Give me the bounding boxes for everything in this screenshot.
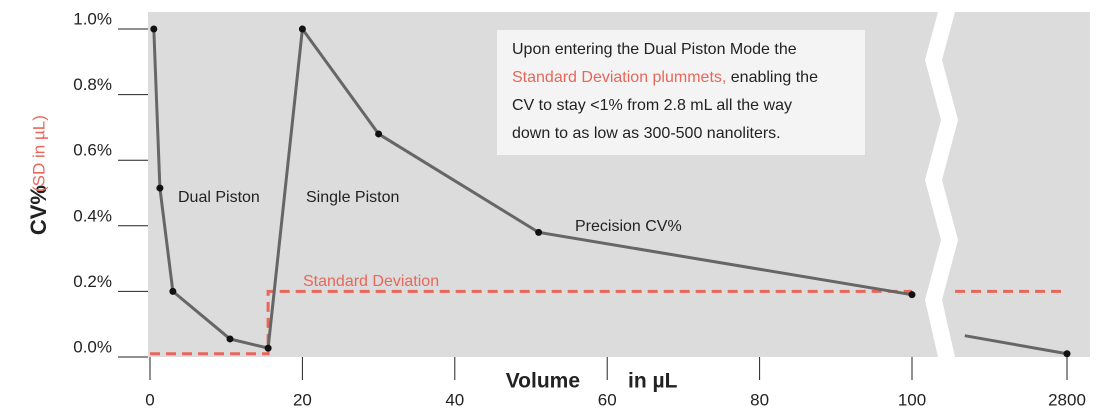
series-label: Precision CV% [575,218,682,235]
annotation: Dual Piston [178,189,260,206]
data-point [375,130,383,138]
series-line [150,289,1067,356]
data-point [226,335,234,343]
x-label: Volume [506,370,580,393]
annotation: Single Piston [306,189,399,206]
note-line: CV to stay <1% from 2.8 mL all the way [512,97,792,114]
data-point [1063,350,1071,358]
x-tick-label: 60 [598,390,617,409]
note-line: Standard Deviation plummets, enabling th… [512,69,818,86]
data-point [169,287,177,295]
x-label-unit: in µL [628,370,678,393]
y-label: CV% [26,185,51,235]
note-text: enabling the [726,69,818,86]
x-tick-label: 100 [898,390,926,409]
series-label: Standard Deviation [303,273,439,290]
y-tick-label: 0.8% [73,75,112,94]
y-tick-label: 0.6% [73,141,112,160]
note-box [497,30,865,155]
data-point [908,291,916,299]
note-text: CV to stay <1% from 2.8 mL all the way [512,97,792,114]
x-tick-label: 2800 [1048,390,1086,409]
note-line: Upon entering the Dual Piston Mode the [512,41,797,58]
data-point [298,25,306,33]
note-text: down to as low as 300-500 nanoliters. [512,125,781,142]
note-text: Standard Deviation plummets, [512,69,726,86]
data-point [264,344,272,352]
data-point [150,25,158,33]
x-tick-label: 0 [145,390,154,409]
data-point [535,228,543,236]
y-tick-label: 0.2% [73,272,112,291]
x-tick-label: 80 [750,390,769,409]
y-tick-label: 0.0% [73,337,112,356]
note-line: down to as low as 300-500 nanoliters. [512,125,781,142]
x-tick-label: 40 [445,390,464,409]
axis-break [925,12,958,357]
y-label-unit: (SD in µL) [29,115,48,192]
y-tick-label: 0.4% [73,206,112,225]
data-point [156,184,164,192]
y-tick-label: 1.0% [73,9,112,28]
x-tick-label: 20 [293,390,312,409]
note-text: Upon entering the Dual Piston Mode the [512,41,797,58]
